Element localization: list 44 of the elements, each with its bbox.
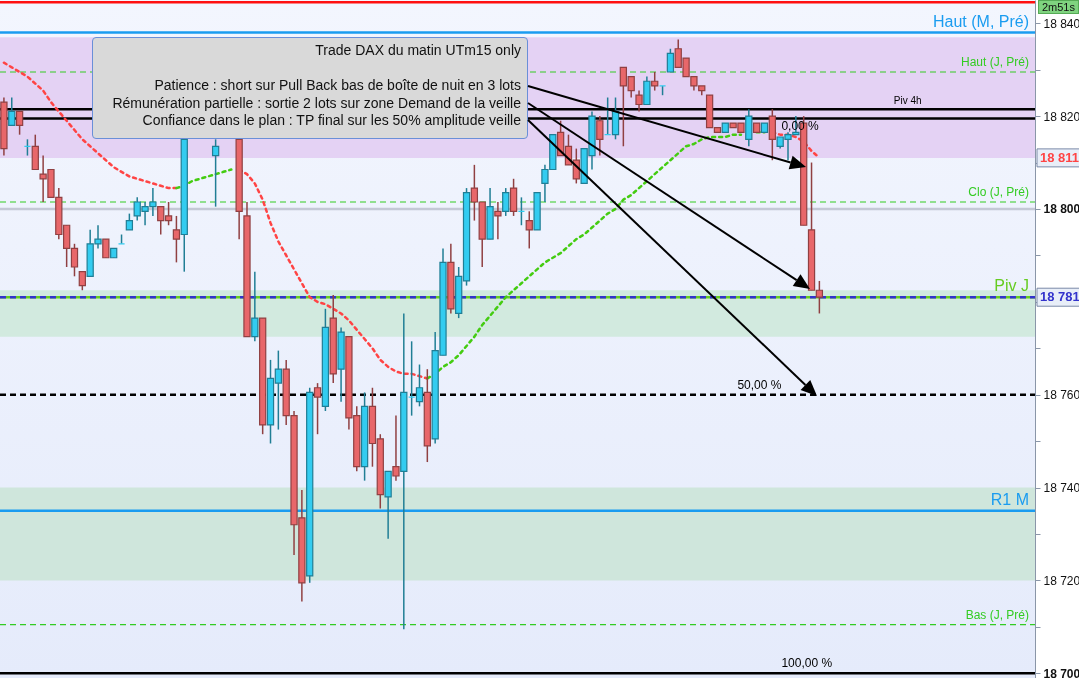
annotation: 18 781 bbox=[1040, 289, 1079, 305]
ref-line-label: Haut (M, Pré) bbox=[932, 12, 1029, 30]
candlestick bbox=[635, 89, 643, 113]
y-tick-label: 18 720 bbox=[1043, 573, 1079, 588]
y-tick-label: 18 820 bbox=[1043, 109, 1079, 124]
candlestick bbox=[392, 414, 400, 482]
candlestick bbox=[509, 178, 518, 217]
y-tick-label: 18 700 bbox=[1043, 666, 1079, 678]
candlestick bbox=[78, 270, 86, 291]
annotation: 50,00 % bbox=[737, 377, 782, 392]
text: 2m51s bbox=[1037, 0, 1079, 14]
candlestick bbox=[768, 108, 776, 161]
candlestick bbox=[251, 270, 259, 343]
annotation: Confiance dans le plan : TP final sur les 50% amplitude veille bbox=[141, 112, 521, 130]
ref-line-label: Clo (J, Pré) bbox=[968, 185, 1029, 200]
annotation: 100,00 % bbox=[781, 656, 833, 671]
candlestick bbox=[8, 96, 16, 127]
candlestick bbox=[745, 108, 753, 148]
y-tick-label: 18 800 bbox=[1043, 202, 1079, 217]
candlestick bbox=[494, 201, 502, 240]
candlestick bbox=[313, 382, 322, 435]
ref-line-label: Haut (J, Pré) bbox=[960, 54, 1029, 69]
y-tick-label: 18 840 bbox=[1043, 16, 1079, 31]
candlestick bbox=[651, 71, 659, 92]
annotation: Trade DAX du matin UTm15 only bbox=[314, 42, 521, 60]
annotation: 18 811 bbox=[1040, 149, 1079, 165]
candlestick bbox=[172, 215, 181, 264]
candlestick bbox=[643, 75, 651, 106]
ref-line-label: Piv 4h bbox=[893, 95, 922, 107]
ref-line-label: R1 M bbox=[990, 490, 1029, 508]
y-tick-label: 18 760 bbox=[1043, 388, 1079, 403]
annotation: Patience : short sur Pull Back bas de boîte de nuit en 3 lots bbox=[153, 77, 521, 95]
y-tick-label: 18 740 bbox=[1043, 481, 1079, 496]
ref-line-label: Bas (J, Pré) bbox=[965, 607, 1029, 622]
annotation: Rémunération partielle : sortie 2 lots sur zone Demand de la veille bbox=[111, 94, 521, 112]
candlestick bbox=[211, 138, 220, 208]
candlestick bbox=[502, 187, 510, 217]
candlestick bbox=[15, 110, 24, 136]
candlestick bbox=[666, 48, 675, 73]
candlestick bbox=[102, 238, 110, 259]
candlestick bbox=[525, 210, 533, 250]
candlestick bbox=[31, 133, 39, 171]
candlestick bbox=[596, 115, 604, 157]
ref-line-label: Piv J bbox=[994, 277, 1029, 295]
